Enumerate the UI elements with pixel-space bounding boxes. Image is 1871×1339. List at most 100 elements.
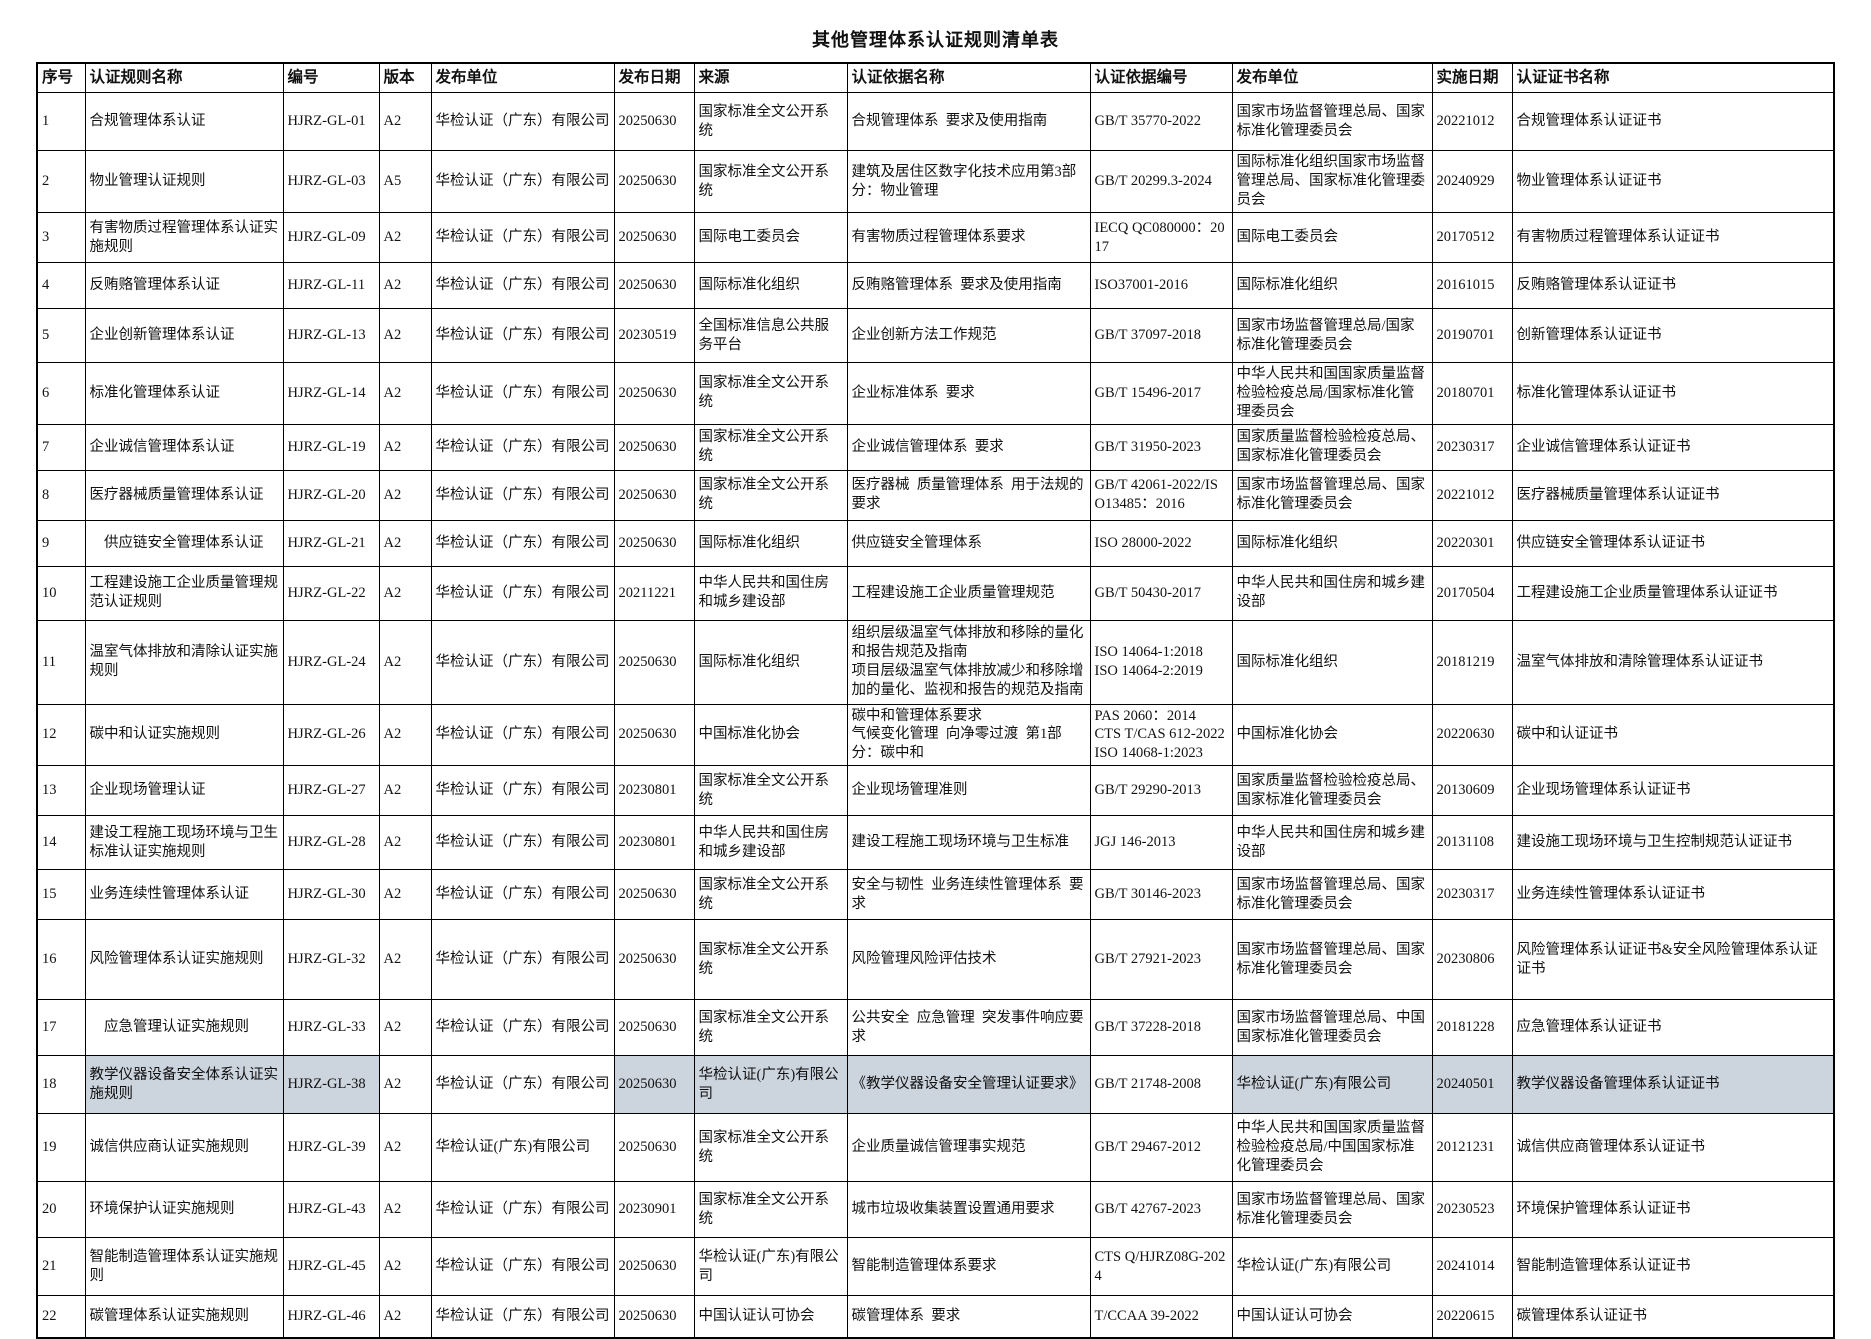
table-cell: GB/T 50430-2017 (1089, 565, 1233, 621)
column-header-6: 来源 (693, 62, 848, 93)
row-index-cell: 21 (36, 1237, 86, 1297)
row-index-cell: 3 (36, 212, 86, 263)
table-cell: A2 (378, 815, 432, 871)
table-cell: HJRZ-GL-22 (282, 565, 380, 621)
table-cell: 中华人民共和国住房和城乡建设部 (1231, 565, 1433, 621)
table-cell: 标准化管理体系认证证书 (1511, 362, 1835, 425)
table-cell: HJRZ-GL-43 (282, 1181, 380, 1239)
table-cell: 国家质量监督检验检疫总局、国家标准化管理委员会 (1231, 423, 1433, 471)
table-cell: 20241014 (1431, 1237, 1513, 1297)
table-cell: HJRZ-GL-13 (282, 308, 380, 363)
row-index-cell: 15 (36, 869, 86, 921)
table-cell: 国家标准全文公开系统 (693, 469, 848, 521)
table-cell: 物业管理体系认证证书 (1511, 150, 1835, 213)
table-cell: 企业诚信管理体系认证 (84, 423, 284, 471)
table-cell: 华检认证(广东)有限公司 (430, 1113, 615, 1183)
table-cell: CTS Q/HJRZ08G-2024 (1089, 1237, 1233, 1297)
highlighted-cell: 华检认证(广东)有限公司 (1231, 1055, 1433, 1115)
table-cell: HJRZ-GL-39 (282, 1113, 380, 1183)
table-cell: ISO37001-2016 (1089, 262, 1233, 309)
table-cell: GB/T 42767-2023 (1089, 1181, 1233, 1239)
table-cell: HJRZ-GL-46 (282, 1295, 380, 1339)
certification-rules-table: 序号 认证规则名称 编号 版本 发布单位 发布日期 来源 认证依据名称 认证依据编号 发布单位 实施… (36, 62, 1835, 1339)
table-cell: A2 (378, 703, 432, 767)
table-cell: GB/T 21748-2008 (1089, 1055, 1233, 1115)
table-cell: 中华人民共和国住房和城乡建设部 (1231, 815, 1433, 871)
table-cell: 诚信供应商认证实施规则 (84, 1113, 284, 1183)
table-cell: 华检认证（广东）有限公司 (430, 92, 615, 151)
table-cell: 20250630 (613, 703, 695, 767)
table-cell: 国家标准全文公开系统 (693, 1113, 848, 1183)
table-cell: HJRZ-GL-19 (282, 423, 380, 471)
table-cell: 中华人民共和国国家质量监督检验检疫总局/中国国家标准化管理委员会 (1231, 1113, 1433, 1183)
row-index-cell: 7 (36, 423, 86, 471)
table-cell: 20230519 (613, 308, 695, 363)
table-cell: A2 (378, 919, 432, 1001)
highlighted-cell: 华检认证(广东)有限公司 (693, 1055, 848, 1115)
table-cell: 有害物质过程管理体系认证实施规则 (84, 212, 284, 263)
table-cell: 国际标准化组织 (1231, 262, 1433, 309)
table-cell: 国家标准全文公开系统 (693, 362, 848, 425)
table-cell: 20190701 (1431, 308, 1513, 363)
table-cell: 国家标准全文公开系统 (693, 765, 848, 817)
table-cell: 智能制造管理体系认证实施规则 (84, 1237, 284, 1297)
table-cell: 华检认证（广东）有限公司 (430, 1181, 615, 1239)
table-cell: 国家标准全文公开系统 (693, 1181, 848, 1239)
table-cell: 国家标准全文公开系统 (693, 919, 848, 1001)
table-cell: 医疗器械质量管理体系认证 (84, 469, 284, 521)
row-index-cell: 10 (36, 565, 86, 621)
table-cell: 环境保护认证实施规则 (84, 1181, 284, 1239)
table-cell: 企业标准体系 要求 (846, 362, 1091, 425)
table-cell: 有害物质过程管理体系认证证书 (1511, 212, 1835, 263)
table-cell: 20250630 (613, 519, 695, 567)
row-index-cell: 8 (36, 469, 86, 521)
row-index-cell: 17 (36, 999, 86, 1057)
table-cell: A2 (378, 92, 432, 151)
table-cell: 建设工程施工现场环境与卫生标准认证实施规则 (84, 815, 284, 871)
table-cell: A2 (378, 999, 432, 1057)
table-cell: 国家标准全文公开系统 (693, 869, 848, 921)
column-header-1: 认证规则名称 (84, 62, 284, 93)
table-header-row: 序号 认证规则名称 编号 版本 发布单位 发布日期 来源 认证依据名称 认证依据编号 发布单位 实施… (36, 62, 1835, 93)
table-cell: 20121231 (1431, 1113, 1513, 1183)
table-cell: 风险管理风险评估技术 (846, 919, 1091, 1001)
table-row: 22 碳管理体系认证实施规则 HJRZ-GL-46 A2 华检认证（广东）有限公司 202… (36, 1295, 1835, 1339)
table-cell: 华检认证（广东）有限公司 (430, 212, 615, 263)
table-cell: 风险管理体系认证实施规则 (84, 919, 284, 1001)
table-row: 16 风险管理体系认证实施规则 HJRZ-GL-32 A2 华检认证（广东）有限公司 20… (36, 919, 1835, 1001)
column-header-5: 发布日期 (613, 62, 695, 93)
highlighted-cell: 教学仪器设备安全体系认证实施规则 (84, 1055, 284, 1115)
table-cell: 20220615 (1431, 1295, 1513, 1339)
table-cell: HJRZ-GL-27 (282, 765, 380, 817)
table-cell: 智能制造管理体系要求 (846, 1237, 1091, 1297)
table-cell: 碳中和管理体系要求 气候变化管理 向净零过渡 第1部分：碳中和 (846, 703, 1091, 767)
table-cell: 企业创新管理体系认证 (84, 308, 284, 363)
table-row: 8 医疗器械质量管理体系认证 HJRZ-GL-20 A2 华检认证（广东）有限公司 202… (36, 469, 1835, 521)
table-cell: 20250630 (613, 423, 695, 471)
table-row: 15 业务连续性管理体系认证 HJRZ-GL-30 A2 华检认证（广东）有限公司 202… (36, 869, 1835, 921)
table-cell: GB/T 42061-2022/ISO13485：2016 (1089, 469, 1233, 521)
column-header-4: 发布单位 (430, 62, 615, 93)
table-cell: 20230523 (1431, 1181, 1513, 1239)
page-title: 其他管理体系认证规则清单表 (812, 30, 1059, 50)
table-row: 20 环境保护认证实施规则 HJRZ-GL-43 A2 华检认证（广东）有限公司 2023… (36, 1181, 1835, 1239)
table-cell: 温室气体排放和清除认证实施规则 (84, 619, 284, 705)
table-cell: 20240929 (1431, 150, 1513, 213)
table-cell: 华检认证（广东）有限公司 (430, 1237, 615, 1297)
table-cell: 国家标准全文公开系统 (693, 150, 848, 213)
row-index-cell: 19 (36, 1113, 86, 1183)
table-cell: 企业质量诚信管理事实规范 (846, 1113, 1091, 1183)
highlighted-cell: 教学仪器设备管理体系认证证书 (1511, 1055, 1835, 1115)
table-cell: 20181228 (1431, 999, 1513, 1057)
column-header-3: 版本 (378, 62, 432, 93)
table-cell: A2 (378, 1113, 432, 1183)
table-cell: 建筑及居住区数字化技术应用第3部分：物业管理 (846, 150, 1091, 213)
table-cell: 华检认证（广东）有限公司 (430, 565, 615, 621)
table-cell: 国家市场监督管理总局/国家标准化管理委员会 (1231, 308, 1433, 363)
table-cell: 国家市场监督管理总局、国家标准化管理委员会 (1231, 92, 1433, 151)
table-cell: 安全与韧性 业务连续性管理体系 要求 (846, 869, 1091, 921)
table-cell: HJRZ-GL-14 (282, 362, 380, 425)
table-row: 7 企业诚信管理体系认证 HJRZ-GL-19 A2 华检认证（广东）有限公司 20250… (36, 423, 1835, 471)
table-cell: 工程建设施工企业质量管理体系认证证书 (1511, 565, 1835, 621)
table-cell: A2 (378, 423, 432, 471)
